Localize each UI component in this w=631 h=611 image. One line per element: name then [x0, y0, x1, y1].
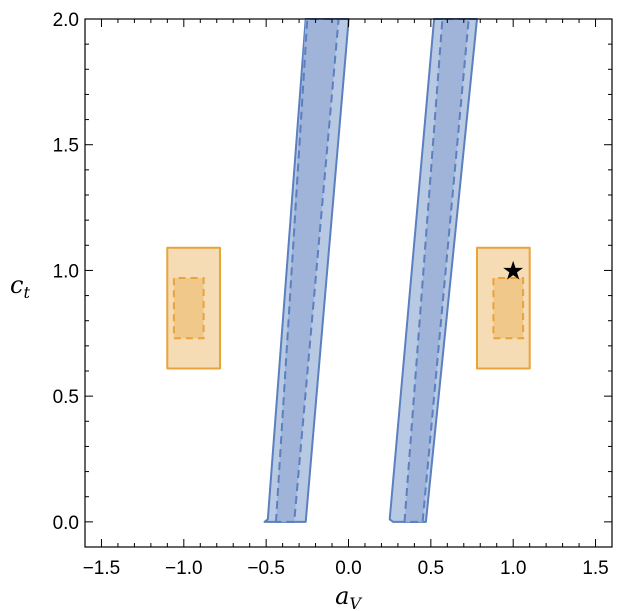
blue-band-dashed-2	[403, 18, 470, 523]
y-tick-label: 0.5	[53, 387, 79, 408]
markers: ★	[502, 256, 525, 286]
orange-region-inner-1	[172, 277, 205, 340]
y-tick-label: 1.0	[53, 261, 79, 282]
y-tick-label: 1.5	[53, 136, 79, 157]
axis-tick-labels: −1.5 −1.0 −0.5 0.0 0.5 1.0 1.5 0.0 0.5 1.0 1.5 2.0	[53, 10, 609, 579]
x-tick-label: 0.0	[335, 558, 361, 579]
blue-band-inner-2	[404, 19, 469, 522]
orange-region-inner-2	[492, 277, 525, 340]
blue-band-inner-1	[276, 19, 339, 522]
x-tick-label: −0.5	[247, 558, 285, 579]
y-axis-title-sub: t	[23, 283, 30, 302]
plot-background	[85, 19, 612, 547]
plot-area	[85, 19, 612, 547]
x-tick-label: −1.0	[165, 558, 203, 579]
y-axis-title: ct	[10, 271, 30, 302]
orange-regions	[166, 246, 531, 370]
x-axis-title-sub: V	[349, 594, 362, 611]
x-tick-label: 1.0	[500, 558, 526, 579]
x-tick-label: 1.5	[582, 558, 608, 579]
y-axis-title-main: c	[10, 271, 23, 299]
x-axis-title: aV	[335, 582, 362, 611]
star-marker: ★	[502, 256, 525, 286]
axis-ticks	[84, 18, 613, 548]
y-tick-label: 0.0	[53, 513, 79, 534]
y-tick-label: 2.0	[53, 10, 79, 31]
x-tick-label: −1.5	[83, 558, 121, 579]
x-axis-title-main: a	[335, 582, 349, 610]
x-tick-label: 0.5	[418, 558, 444, 579]
